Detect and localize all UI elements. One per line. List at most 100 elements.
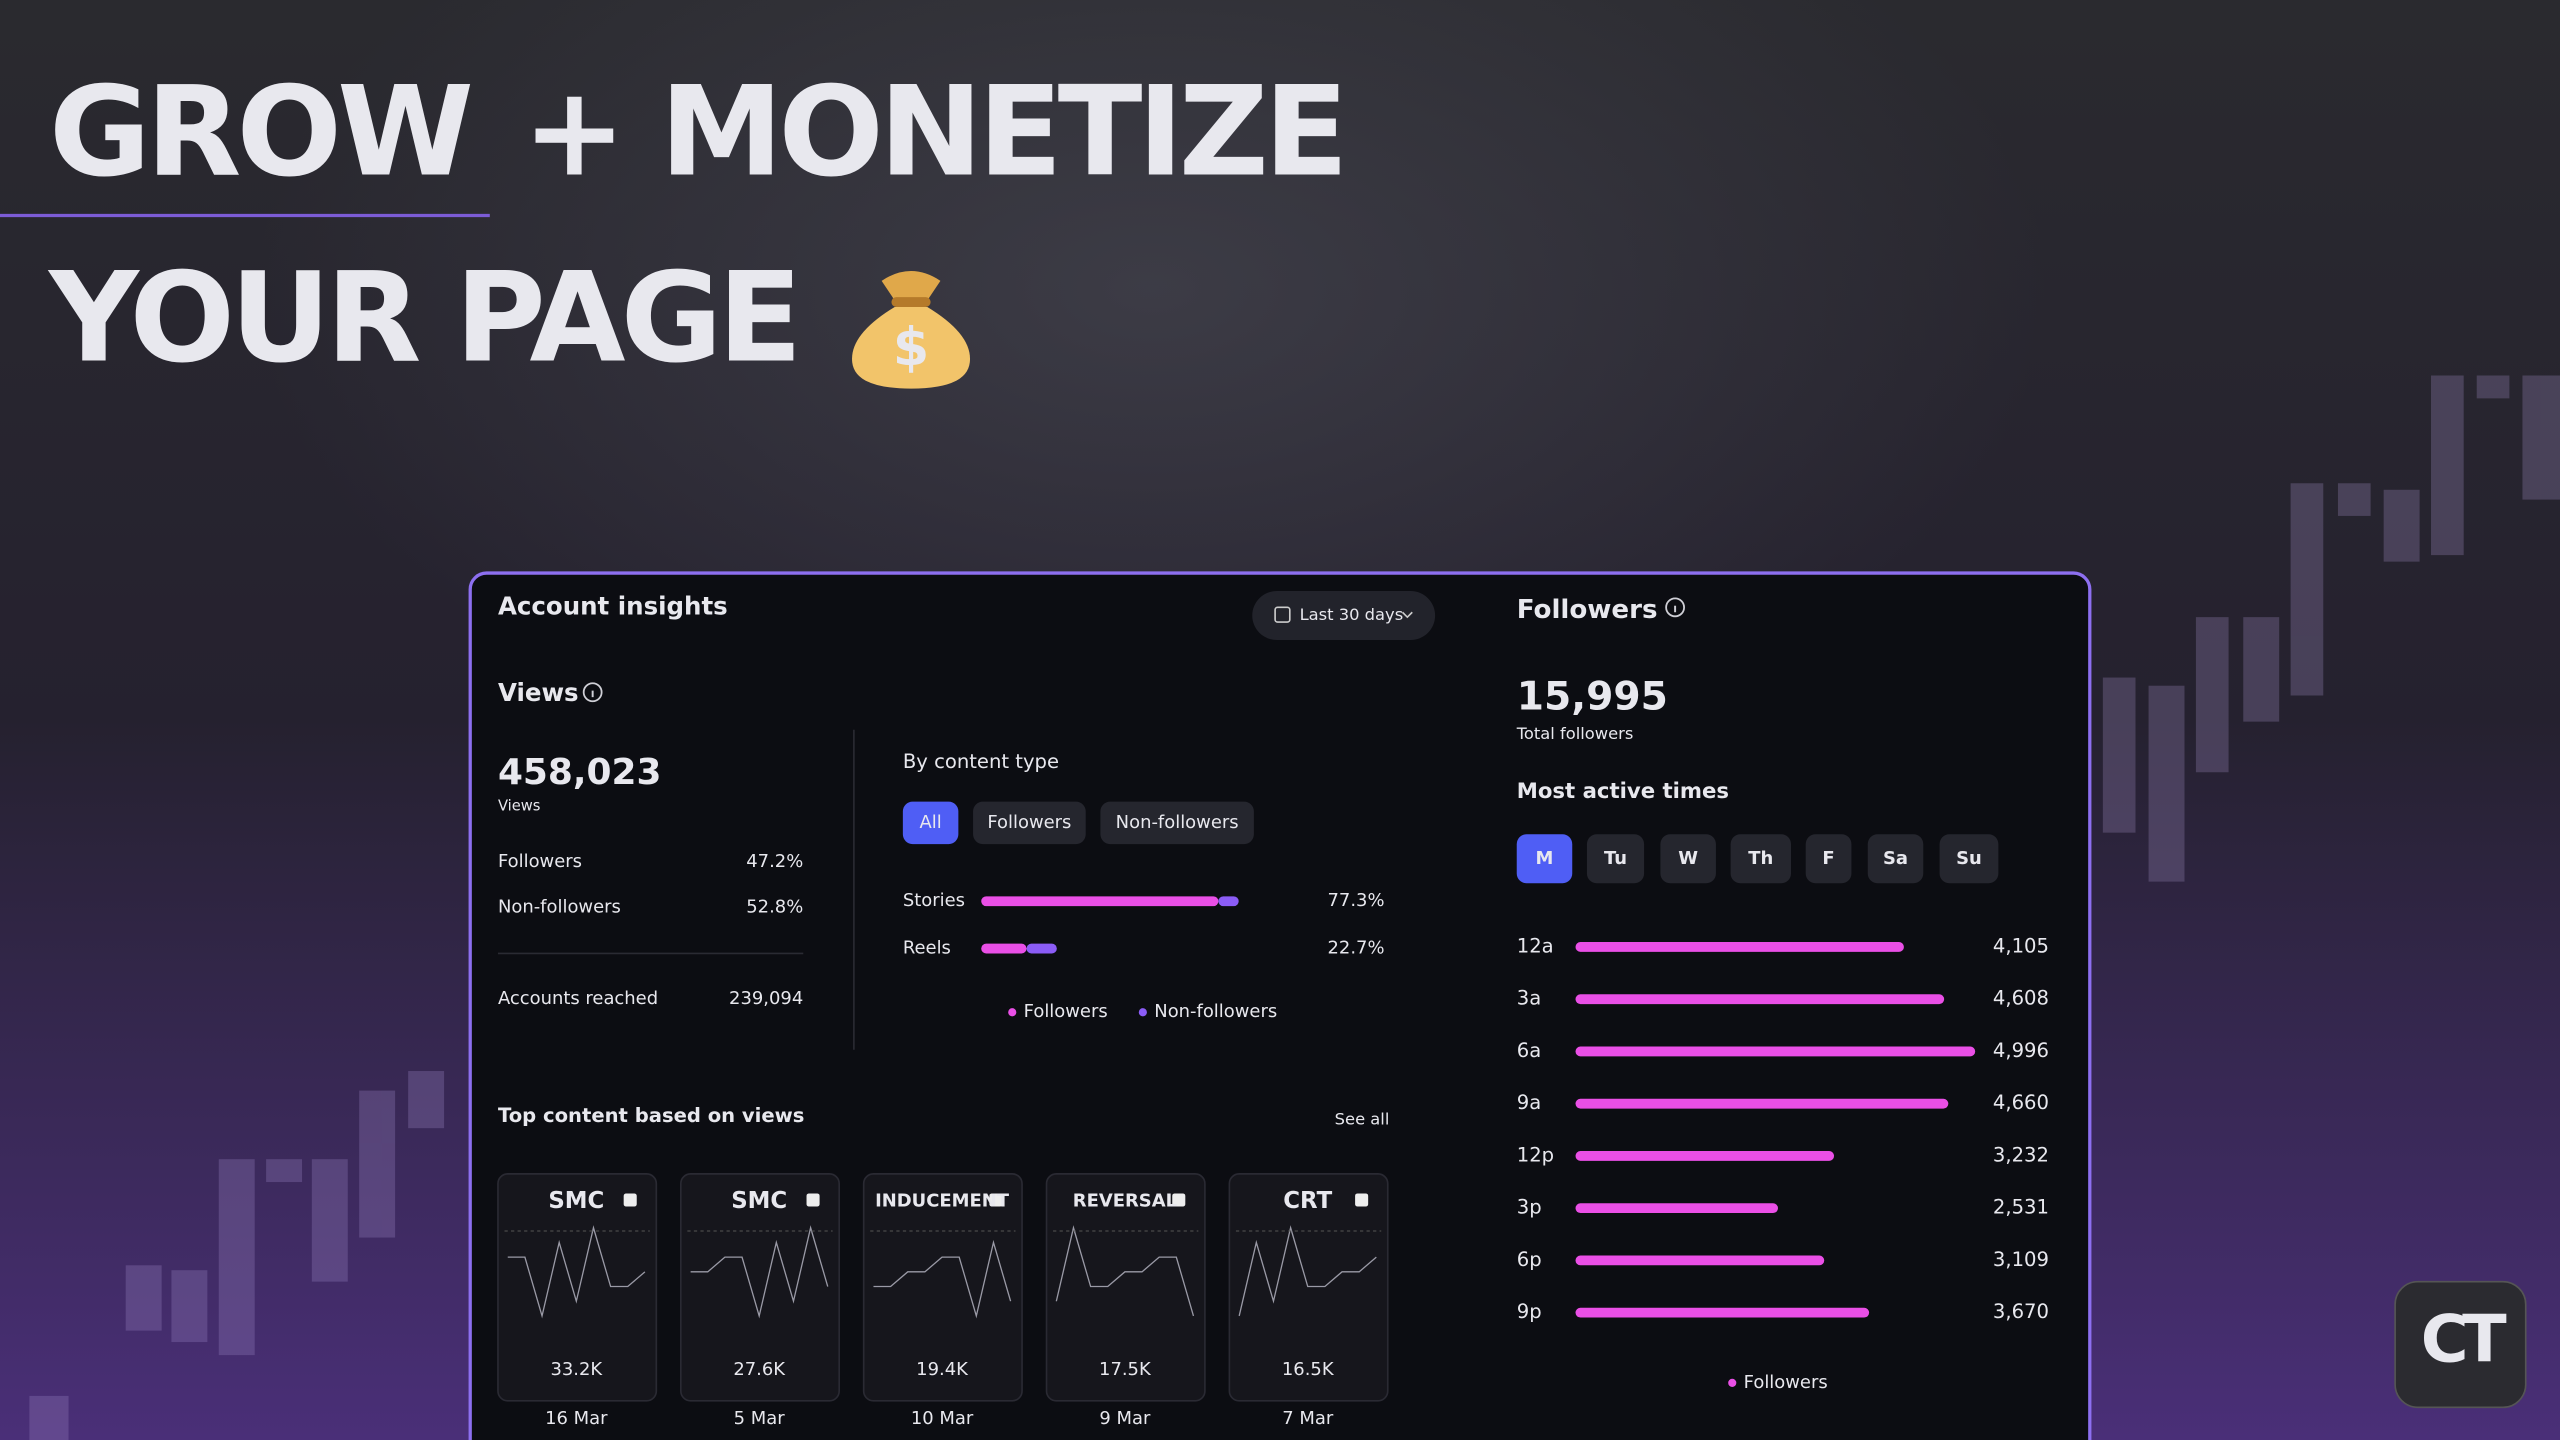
thumbnail-views: 19.4K (916, 1359, 969, 1380)
svg-text:$: $ (893, 318, 929, 378)
views-row-label: Followers (498, 851, 582, 872)
hour-label: 9p (1517, 1300, 1542, 1323)
thumbnail-views: 16.5K (1282, 1359, 1335, 1380)
see-all-link[interactable]: See all (1335, 1110, 1390, 1129)
day-label: Su (1956, 848, 1982, 869)
day-label: F (1822, 848, 1834, 869)
day-button[interactable]: M (1516, 834, 1573, 884)
thumbnail-date: 9 Mar (1099, 1408, 1151, 1429)
filter-label: Followers (987, 812, 1071, 833)
content-type-heading: By content type (903, 750, 1059, 773)
content-type-label: Reels (903, 938, 951, 959)
active-time-bar (1575, 1151, 1835, 1161)
day-button[interactable]: W (1660, 834, 1716, 884)
content-type-bar (981, 943, 1027, 954)
money-bag-icon: $ (852, 271, 971, 389)
filter-button[interactable]: Followers (973, 801, 1086, 845)
filter-bg[interactable] (902, 801, 959, 845)
legend-label: Followers (1744, 1372, 1828, 1393)
day-button[interactable]: F (1805, 834, 1852, 884)
content-type-bar (1218, 896, 1239, 907)
day-label: Sa (1883, 848, 1908, 869)
insights-panel: Account insights Last 30 days Views 458,023… (468, 571, 2092, 1440)
info-icon (582, 682, 603, 703)
legend-label: Followers (1024, 1001, 1108, 1022)
day-bg[interactable] (1516, 834, 1573, 884)
content-type-bar (981, 896, 1219, 907)
headline-accent: GROW (49, 61, 470, 205)
content-thumbnail[interactable]: SMC 33.2K (497, 1173, 658, 1402)
active-time-bar (1575, 1203, 1778, 1214)
active-time-bar (1575, 994, 1945, 1005)
panel-title: Account insights (498, 591, 728, 620)
content-type-label: Stories (903, 890, 965, 911)
hour-value: 4,660 (1993, 1091, 2049, 1114)
content-thumbnail[interactable]: CRT 16.5K (1228, 1173, 1389, 1402)
content-type-bar (1026, 943, 1057, 954)
thumbnail-date: 5 Mar (734, 1408, 786, 1429)
hour-label: 3p (1517, 1196, 1542, 1219)
day-bg[interactable] (1867, 834, 1924, 884)
day-label: W (1678, 848, 1698, 869)
hour-value: 4,608 (1993, 987, 2049, 1010)
reel-icon (623, 1193, 637, 1207)
filter-bg[interactable] (1100, 801, 1254, 845)
day-bg[interactable] (1586, 834, 1645, 884)
views-row-value: 47.2% (746, 851, 803, 872)
active-time-bar (1575, 1255, 1825, 1266)
reel-icon (989, 1193, 1003, 1207)
thumbnail-title: SMC (731, 1188, 787, 1214)
day-bg[interactable] (1660, 834, 1716, 884)
filter-label: Non-followers (1116, 812, 1239, 833)
hour-value: 3,670 (1993, 1300, 2049, 1323)
reel-icon (806, 1193, 820, 1207)
info-icon (1665, 597, 1685, 618)
filter-button[interactable]: All (902, 801, 959, 845)
date-button-bg[interactable] (1252, 591, 1436, 640)
day-bg[interactable] (1805, 834, 1852, 884)
legend-dot (1008, 1008, 1017, 1017)
calendar-icon (1274, 606, 1291, 623)
active-time-bar (1575, 942, 1904, 952)
date-range-button[interactable]: Last 30 days (1252, 591, 1436, 640)
content-type-value: 22.7% (1328, 938, 1385, 959)
active-time-bar (1575, 1098, 1949, 1109)
hour-value: 3,109 (1993, 1248, 2049, 1271)
day-label: M (1536, 848, 1554, 869)
hour-value: 3,232 (1993, 1143, 2049, 1166)
thumbnail-views: 27.6K (733, 1359, 786, 1380)
thumbnail-views: 33.2K (550, 1359, 603, 1380)
top-content-heading: Top content based on views (498, 1104, 804, 1127)
content-thumbnail[interactable]: SMC 27.6K (680, 1173, 840, 1402)
thumbnail-date: 7 Mar (1282, 1408, 1334, 1429)
hour-label: 12a (1517, 934, 1554, 957)
day-label: Tu (1604, 848, 1627, 869)
views-caption: Views (498, 798, 541, 815)
day-button[interactable]: Th (1730, 834, 1792, 884)
views-row-label: Non-followers (498, 897, 621, 918)
date-range-label: Last 30 days (1300, 605, 1404, 624)
content-thumbnail[interactable]: REVERSAL 17.5K (1045, 1173, 1206, 1402)
hour-label: 9a (1517, 1091, 1541, 1114)
day-button[interactable]: Su (1939, 834, 1999, 884)
hour-value: 4,105 (1993, 934, 2049, 957)
hour-label: 3a (1517, 987, 1541, 1010)
filter-bg[interactable] (973, 801, 1086, 845)
thumbnail-title: REVERSAL (1073, 1191, 1177, 1212)
hour-value: 4,996 (1993, 1039, 2049, 1062)
thumbnail-chart (1238, 1225, 1377, 1317)
candles-right (2102, 375, 2560, 882)
thumbnail-chart (873, 1239, 1012, 1319)
content-thumbnail[interactable]: INDUCEMENT 19.4K (862, 1173, 1023, 1402)
day-bg[interactable] (1939, 834, 1999, 884)
logo: CT (2394, 1280, 2527, 1409)
reached-label: Accounts reached (498, 988, 658, 1009)
day-button[interactable]: Tu (1586, 834, 1645, 884)
filter-button[interactable]: Non-followers (1100, 801, 1254, 845)
day-bg[interactable] (1730, 834, 1792, 884)
thumbnail-title: INDUCEMENT (875, 1191, 1010, 1212)
day-button[interactable]: Sa (1867, 834, 1924, 884)
headline-rest: + MONETIZE (522, 61, 1343, 205)
